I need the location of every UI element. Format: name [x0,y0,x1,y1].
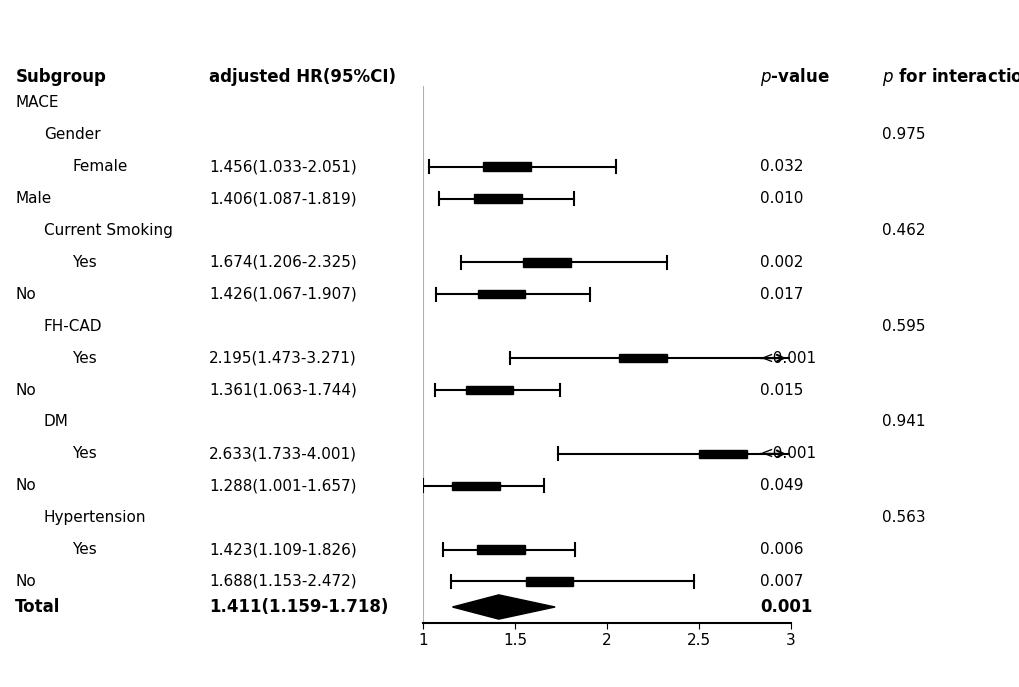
Text: 0.007: 0.007 [759,574,803,589]
Text: Yes: Yes [72,350,97,365]
Text: MACE: MACE [15,95,59,111]
Text: <0.001: <0.001 [759,350,815,365]
Text: Yes: Yes [72,255,97,270]
Text: Gender: Gender [44,127,101,142]
Text: 1.688(1.153-2.472): 1.688(1.153-2.472) [209,574,357,589]
Bar [483,163,530,171]
Text: 0.941: 0.941 [881,414,925,429]
Text: 1.288(1.001-1.657): 1.288(1.001-1.657) [209,478,357,493]
Bar [451,482,499,490]
Text: 0.015: 0.015 [759,383,803,398]
Text: 1.423(1.109-1.826): 1.423(1.109-1.826) [209,542,357,557]
Text: Hypertension: Hypertension [44,510,146,525]
Text: DM: DM [44,414,68,429]
Text: 0.001: 0.001 [759,598,811,616]
Text: 0.563: 0.563 [881,510,925,525]
Text: Current Smoking: Current Smoking [44,223,172,238]
Bar [619,354,666,362]
Bar [466,386,513,394]
Text: No: No [15,574,36,589]
Bar [523,258,571,267]
Text: 0.462: 0.462 [881,223,925,238]
Text: 1.456(1.033-2.051): 1.456(1.033-2.051) [209,159,357,174]
Text: 1.406(1.087-1.819): 1.406(1.087-1.819) [209,191,357,206]
Bar [477,545,525,554]
Text: adjusted HR(95%CI): adjusted HR(95%CI) [209,68,395,87]
Text: $\it{p}$ for interaction: $\it{p}$ for interaction [881,67,1019,89]
Bar [525,577,573,585]
Text: Female: Female [72,159,127,174]
Text: FH-CAD: FH-CAD [44,319,102,334]
Bar [699,450,746,458]
Text: 0.975: 0.975 [881,127,925,142]
Text: 1.674(1.206-2.325): 1.674(1.206-2.325) [209,255,357,270]
Text: 0.006: 0.006 [759,542,803,557]
Text: No: No [15,478,36,493]
Text: 1.361(1.063-1.744): 1.361(1.063-1.744) [209,383,357,398]
Text: Total: Total [15,598,60,616]
Text: No: No [15,286,36,302]
Text: 0.049: 0.049 [759,478,803,493]
Text: 2.633(1.733-4.001): 2.633(1.733-4.001) [209,447,357,462]
Text: 0.017: 0.017 [759,286,803,302]
Text: $\it{p}$-value: $\it{p}$-value [759,67,828,89]
Text: 0.002: 0.002 [759,255,803,270]
Text: 0.595: 0.595 [881,319,925,334]
Text: No: No [15,383,36,398]
Text: 1.426(1.067-1.907): 1.426(1.067-1.907) [209,286,357,302]
Text: Yes: Yes [72,447,97,462]
Text: Male: Male [15,191,52,206]
Text: 2.195(1.473-3.271): 2.195(1.473-3.271) [209,350,357,365]
Text: Yes: Yes [72,542,97,557]
Text: 0.032: 0.032 [759,159,803,174]
Text: 1.411(1.159-1.718): 1.411(1.159-1.718) [209,598,388,616]
Text: <0.001: <0.001 [759,447,815,462]
Polygon shape [452,595,554,619]
Text: 0.010: 0.010 [759,191,803,206]
Text: Subgroup: Subgroup [15,68,106,87]
Bar [477,290,525,298]
Bar [474,194,521,203]
